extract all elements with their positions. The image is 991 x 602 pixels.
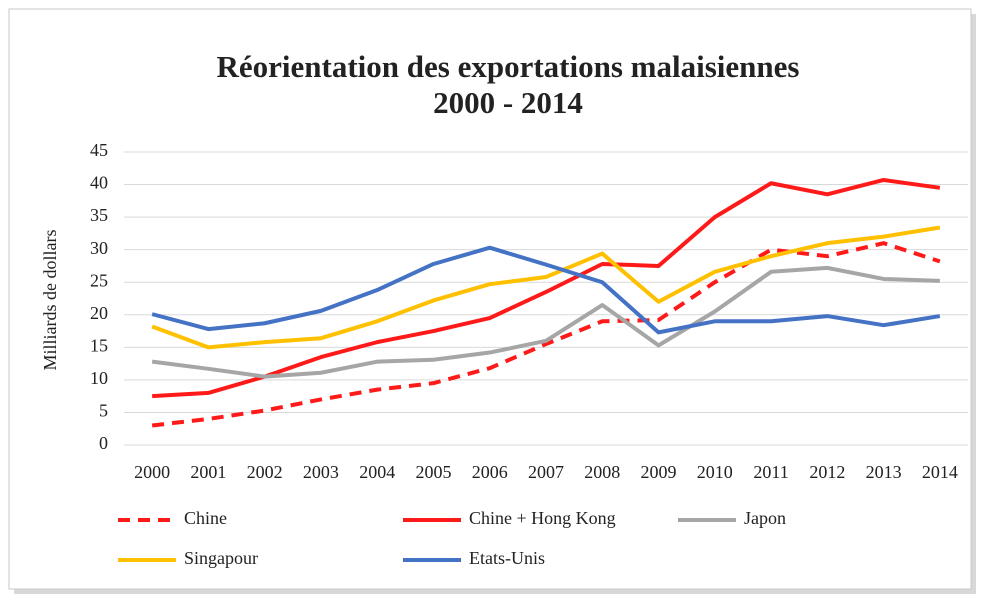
y-tick-label: 10 — [90, 368, 108, 388]
x-tick-label: 2003 — [303, 462, 339, 482]
x-tick-label: 2004 — [359, 462, 395, 482]
x-tick-label: 2011 — [753, 462, 788, 482]
series-line — [151, 245, 941, 335]
legend-label: Japon — [744, 508, 786, 528]
y-tick-label: 20 — [90, 303, 108, 323]
y-axis-label: Milliards de dollars — [40, 230, 60, 371]
x-tick-label: 2008 — [584, 462, 620, 482]
y-tick-label: 45 — [90, 140, 108, 160]
x-tick-label: 2001 — [190, 462, 226, 482]
y-tick-label: 25 — [90, 270, 108, 290]
x-tick-label: 2006 — [472, 462, 508, 482]
series-line — [152, 177, 941, 399]
y-tick-label: 15 — [90, 335, 108, 355]
x-tick-label: 2002 — [247, 462, 283, 482]
legend-label: Singapour — [184, 548, 258, 568]
legend-label: Chine — [184, 508, 227, 528]
series-line — [151, 225, 941, 350]
series-line — [151, 241, 941, 428]
legend-label: Chine + Hong Kong — [469, 508, 616, 528]
x-tick-label: 2007 — [528, 462, 564, 482]
y-tick-label: 30 — [90, 238, 108, 258]
series-line — [151, 265, 940, 379]
chart-title: Réorientation des exportations malaisien… — [217, 49, 800, 84]
x-tick-label: 2000 — [134, 462, 170, 482]
x-tick-label: 2012 — [809, 462, 845, 482]
x-tick-label: 2009 — [641, 462, 677, 482]
x-tick-label: 2013 — [866, 462, 902, 482]
x-tick-label: 2010 — [697, 462, 733, 482]
chart-subtitle: 2000 - 2014 — [433, 85, 583, 120]
x-tick-label: 2005 — [415, 462, 451, 482]
x-tick-label: 2014 — [922, 462, 958, 482]
frame — [8, 8, 972, 590]
legend-label: Etats-Unis — [469, 548, 545, 568]
y-tick-label: 40 — [90, 173, 108, 193]
y-tick-label: 0 — [99, 433, 108, 453]
y-tick-label: 35 — [90, 205, 108, 225]
y-tick-label: 5 — [99, 401, 108, 421]
